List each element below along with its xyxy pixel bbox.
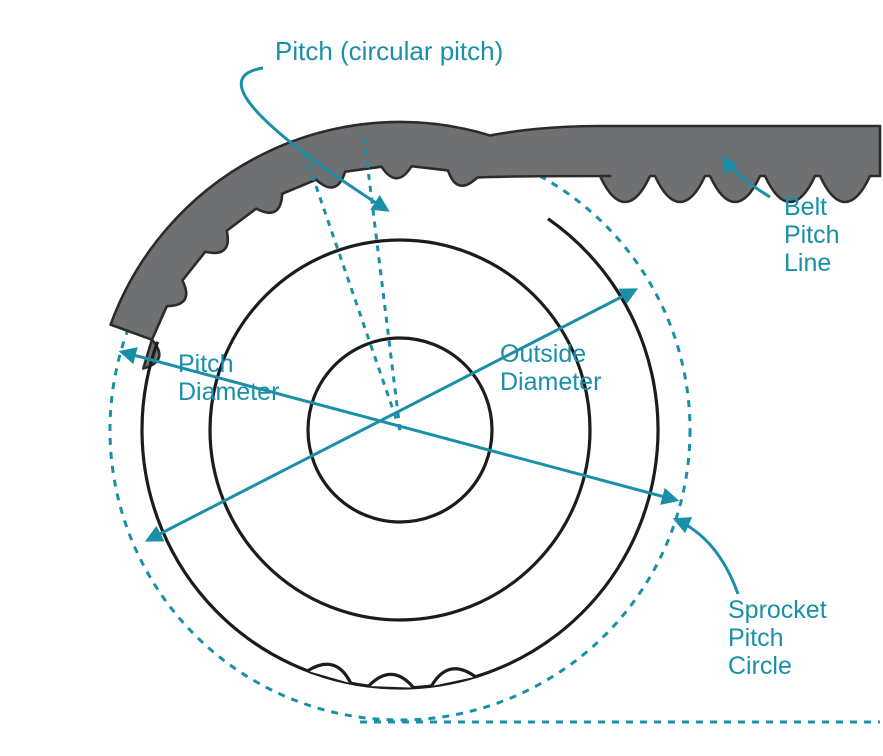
pitch-dia-1: Pitch — [178, 350, 234, 378]
spc-2: Pitch — [728, 624, 784, 652]
spc-1: Sprocket — [728, 596, 827, 624]
belt-pitch-line-2: Pitch — [784, 221, 840, 249]
belt-pitch-line-label: BeltPitchLine — [784, 193, 840, 277]
spc-3: Circle — [728, 652, 792, 680]
belt-pitch-line-3: Line — [784, 249, 831, 277]
pitch-title-label: Pitch (circular pitch) — [275, 36, 503, 66]
timing-belt — [111, 122, 880, 368]
outside-diameter-arrow — [148, 290, 635, 540]
pitch-title-text: Pitch (circular pitch) — [275, 36, 503, 66]
pitch-diameter-label: PitchDiameter — [178, 350, 279, 406]
sprocket-tooth-notch — [369, 674, 414, 687]
outside-diameter-label: OutsideDiameter — [500, 340, 601, 396]
pitch-radial-right — [364, 136, 400, 430]
sprocket-diagram: Pitch (circular pitch)BeltPitchLinePitch… — [0, 0, 883, 756]
sprocket-pitch-circle-leader — [676, 520, 738, 594]
outside-dia-2: Diameter — [500, 368, 601, 396]
pitch-dia-2: Diameter — [178, 378, 279, 406]
sprocket-outside-arc — [142, 219, 658, 688]
outside-dia-1: Outside — [500, 340, 586, 368]
belt-pitch-line-1: Belt — [784, 193, 827, 221]
sprocket-pitch-circle-label: SprocketPitchCircle — [728, 596, 827, 680]
